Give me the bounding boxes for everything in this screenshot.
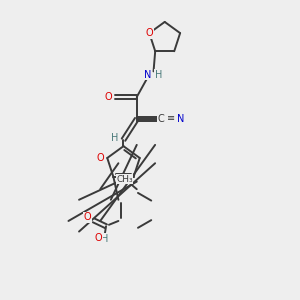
Text: ≡: ≡ <box>167 113 175 124</box>
Text: H: H <box>101 234 108 244</box>
Text: O: O <box>104 92 112 102</box>
Text: O: O <box>95 233 103 243</box>
Text: O: O <box>84 212 92 222</box>
Text: O: O <box>146 28 153 38</box>
Text: C: C <box>158 114 164 124</box>
Text: O: O <box>97 153 105 163</box>
Text: N: N <box>144 70 152 80</box>
Text: CH₃: CH₃ <box>116 175 133 184</box>
Text: H: H <box>154 70 162 80</box>
Text: H: H <box>111 133 118 143</box>
Text: N: N <box>177 114 184 124</box>
